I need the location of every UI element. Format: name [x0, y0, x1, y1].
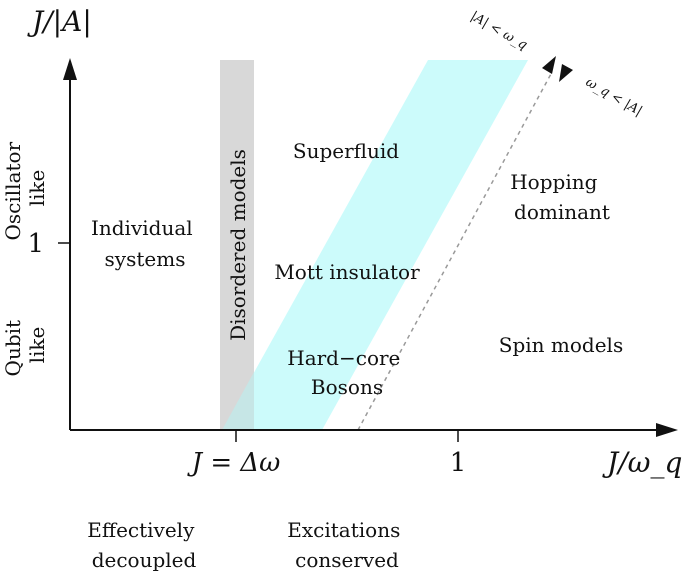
mott-insulator-label: Mott insulator — [274, 260, 420, 284]
arrow-left-icon — [542, 56, 556, 74]
dashed-boundary-line — [357, 71, 553, 431]
x-axis-label: J/ω_q — [602, 446, 682, 479]
oscillator-like-label: Oscillator like — [1, 136, 49, 241]
excitations-conserved-label: Excitations conserved — [287, 518, 406, 572]
gray-band — [220, 60, 254, 430]
y-axis-label: J/|A| — [27, 5, 92, 38]
spin-models-label: Spin models — [499, 333, 623, 357]
x-axis-arrow-icon — [656, 423, 678, 437]
band-overlap — [222, 372, 254, 430]
qubit-like-label: Qubit like — [1, 314, 49, 377]
x-tick-delta-label: J = Δω — [187, 448, 281, 478]
individual-systems-label: Individual systems — [91, 216, 199, 271]
y-axis-arrow-icon — [63, 58, 77, 80]
disordered-models-label: Disordered models — [226, 149, 250, 341]
boundary-label-upper: |A| < ω_q — [468, 9, 530, 53]
cyan-band — [222, 60, 528, 430]
arrow-right-icon — [559, 64, 573, 82]
hardcore-bosons-label: Hard−core Bosons — [287, 346, 406, 399]
effectively-decoupled-label: Effectively decoupled — [87, 518, 200, 572]
y-tick-label: 1 — [27, 229, 44, 259]
hopping-dominant-label: Hopping dominant — [510, 170, 610, 224]
x-tick-one-label: 1 — [450, 448, 467, 478]
superfluid-label: Superfluid — [293, 139, 399, 163]
boundary-label-lower: ω_q < |A| — [583, 75, 645, 119]
